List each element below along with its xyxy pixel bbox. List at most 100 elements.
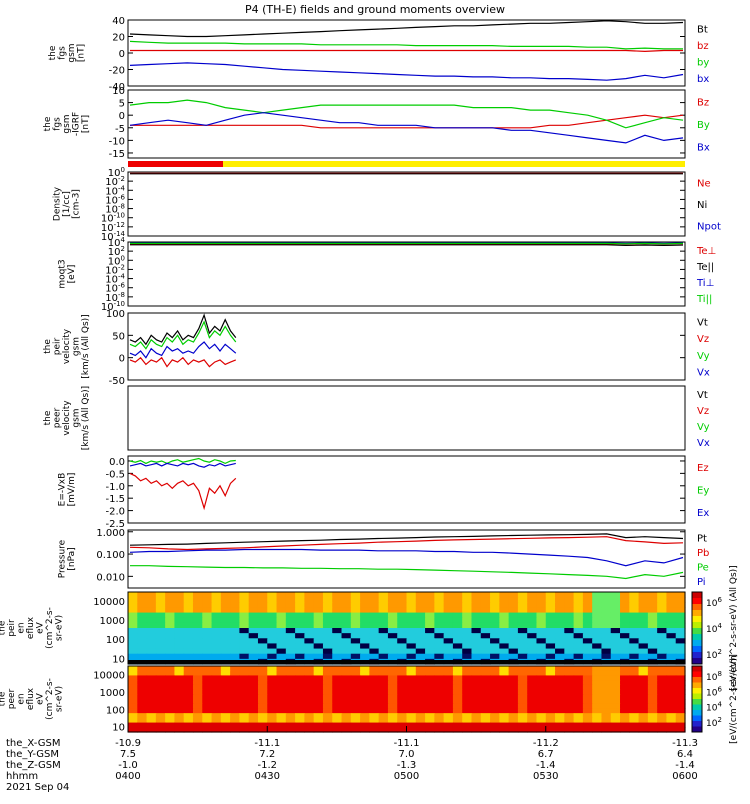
y-tick-label: 0 (119, 111, 125, 122)
heatmap-cell (676, 704, 686, 709)
heatmap-cell (351, 607, 361, 613)
heatmap-cell (137, 643, 147, 649)
legend-Te⊥: Te⊥ (696, 246, 716, 257)
y-tick-label: -15 (109, 149, 125, 160)
heatmap-cell (137, 602, 147, 608)
heatmap-cell (323, 675, 333, 680)
y-tick-label: -1.5 (105, 494, 125, 505)
heatmap-cell (184, 718, 194, 723)
heatmap-cell (434, 704, 444, 709)
heatmap-cell (165, 597, 175, 603)
heatmap-cell (490, 708, 500, 713)
heatmap-cell (304, 623, 314, 629)
heatmap-cell (583, 685, 593, 690)
heatmap-cell (221, 607, 231, 613)
heatmap-cell (546, 649, 556, 655)
heatmap-cell (351, 699, 361, 704)
heatmap-cell (481, 699, 491, 704)
y-tick-label: 5 (119, 99, 125, 110)
heatmap-cell (583, 649, 593, 655)
legend-Vz: Vz (697, 406, 709, 417)
heatmap-cell (304, 718, 314, 723)
heatmap-cell (546, 708, 556, 713)
heatmap-cell (342, 613, 352, 619)
heatmap-cell (249, 654, 259, 660)
heatmap-cell (444, 671, 454, 676)
heatmap-cell (202, 708, 212, 713)
heatmap-cell (295, 675, 305, 680)
heatmap-cell (221, 666, 231, 671)
heatmap-cell (267, 602, 277, 608)
heatmap-cell (239, 633, 249, 639)
heatmap-cell (481, 602, 491, 608)
colorbar-segment (692, 643, 702, 647)
heatmap-cell (277, 680, 287, 685)
heatmap-cell (407, 618, 417, 624)
heatmap-cell (128, 618, 138, 624)
heatmap-cell (592, 649, 602, 655)
y-axis-label-line: peir (53, 337, 63, 355)
heatmap-cell (258, 708, 268, 713)
heatmap-cell (444, 685, 454, 690)
heatmap-cell (323, 713, 333, 718)
heatmap-cell (212, 592, 222, 598)
heatmap-cell (230, 718, 240, 723)
heatmap-cell (128, 633, 138, 639)
heatmap-cell (453, 713, 463, 718)
heatmap-cell (620, 718, 630, 723)
heatmap-cell (425, 638, 435, 644)
heatmap-cell (601, 654, 611, 660)
heatmap-cell (611, 592, 621, 598)
heatmap-cell (425, 666, 435, 671)
heatmap-cell (342, 699, 352, 704)
y-axis-label-line: [mV/m] (67, 473, 77, 507)
heatmap-cell (193, 638, 203, 644)
heatmap-cell (546, 704, 556, 709)
heatmap-cell (592, 699, 602, 704)
heatmap-cell (323, 602, 333, 608)
heatmap-cell (388, 618, 398, 624)
heatmap-cell (137, 675, 147, 680)
heatmap-cell (666, 699, 676, 704)
heatmap-cell (267, 685, 277, 690)
heatmap-cell (342, 654, 352, 660)
heatmap-cell (314, 666, 324, 671)
heatmap-cell (137, 671, 147, 676)
heatmap-cell (212, 699, 222, 704)
heatmap-cell (564, 699, 574, 704)
heatmap-cell (258, 704, 268, 709)
heatmap-cell (583, 592, 593, 598)
heatmap-cell (267, 680, 277, 685)
heatmap-cell (481, 685, 491, 690)
heatmap-cell (657, 708, 667, 713)
heatmap-cell (249, 675, 259, 680)
heatmap-cell (657, 649, 667, 655)
heatmap-cell (258, 690, 268, 695)
heatmap-cell (351, 671, 361, 676)
legend-Pe: Pe (697, 562, 709, 573)
heatmap-cell (128, 638, 138, 644)
heatmap-cell (304, 643, 314, 649)
heatmap-cell (147, 694, 157, 699)
heatmap-cell (147, 613, 157, 619)
heatmap-cell (165, 694, 175, 699)
heatmap-cell (193, 704, 203, 709)
heatmap-cell (629, 675, 639, 680)
heatmap-cell (258, 723, 268, 728)
heatmap-cell (156, 643, 166, 649)
heatmap-cell (639, 694, 649, 699)
heatmap-cell (471, 618, 481, 624)
heatmap-cell (286, 708, 296, 713)
heatmap-cell (592, 680, 602, 685)
heatmap-cell (416, 618, 426, 624)
heatmap-cell (639, 675, 649, 680)
heatmap-cell (416, 708, 426, 713)
heatmap-cell (156, 690, 166, 695)
heatmap-cell (592, 607, 602, 613)
heatmap-cell (230, 704, 240, 709)
heatmap-cell (314, 649, 324, 655)
heatmap-cell (407, 638, 417, 644)
heatmap-cell (369, 597, 379, 603)
heatmap-cell (304, 704, 314, 709)
